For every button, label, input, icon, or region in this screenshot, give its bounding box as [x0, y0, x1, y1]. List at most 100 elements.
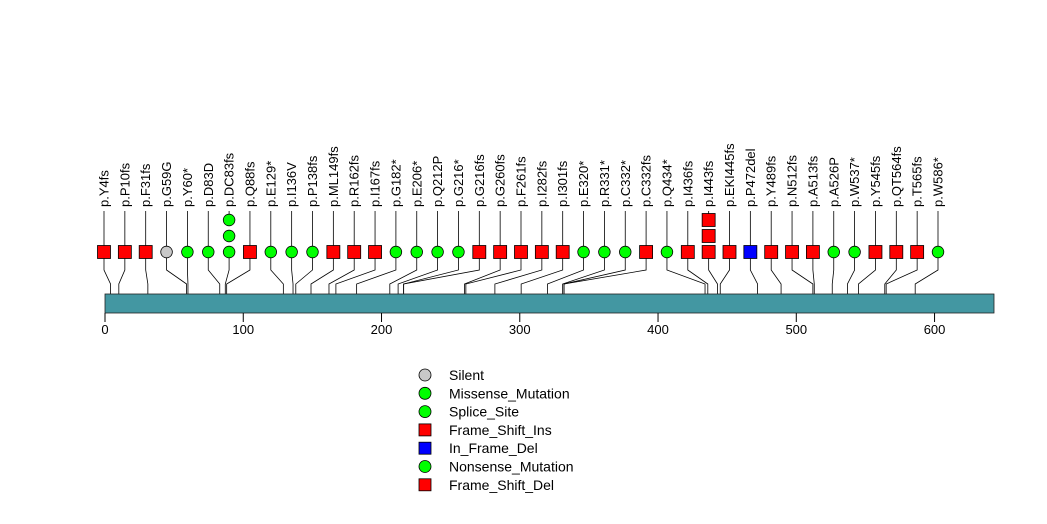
- mutation-label: p.P472del: [743, 148, 758, 207]
- mutation-marker-square: [701, 213, 716, 227]
- x-tick-label: 300: [509, 322, 531, 337]
- mutation-stem: [831, 252, 835, 294]
- mutation-marker-square: [97, 245, 111, 259]
- mutation-label: p.W537*: [847, 157, 862, 207]
- mutation-stem: [328, 252, 355, 294]
- mutation-stem: [295, 252, 313, 294]
- mutation-stem: [666, 252, 706, 294]
- mutation-marker-square: [117, 245, 132, 259]
- mutation-marker-square: [347, 245, 362, 259]
- mutation-stem: [562, 252, 605, 294]
- mutation-marker-square: [680, 245, 695, 259]
- x-axis: 0 100 200 300 400 500 600: [101, 313, 945, 337]
- mutation-stem: [847, 252, 855, 294]
- mutation-marker-circle: [264, 245, 278, 259]
- mutation-marker-square: [138, 245, 153, 259]
- mutation-marker-square: [722, 245, 737, 259]
- mutation-label: p.G216*: [451, 159, 466, 207]
- mutation-marker-circle: [848, 245, 861, 259]
- mutation-label: p.E129*: [263, 161, 278, 207]
- mutation-label: p.C332fs: [639, 154, 654, 207]
- mutation-stem: [291, 252, 294, 294]
- mutation-marker-square: [472, 245, 487, 259]
- mutation-marker-square: [534, 245, 549, 259]
- mutation-marker-square: [243, 245, 257, 259]
- mutation-marker-circle: [931, 245, 945, 259]
- mutation-label: p.Y545fs: [868, 155, 883, 207]
- mutation-label: p.I443fs: [701, 160, 716, 207]
- legend-swatch-circle: [418, 386, 432, 400]
- mutation-label: p.QT564fs: [889, 146, 904, 207]
- mutation-label: p.I167fs: [368, 160, 383, 207]
- mutation-stem: [914, 252, 939, 294]
- mutation-marker-circle: [306, 245, 319, 259]
- mutation-stem: [397, 252, 438, 294]
- legend-label: Nonsense_Mutation: [449, 459, 574, 475]
- mutation-stem: [858, 252, 876, 294]
- mutation-label: p.G260fs: [493, 154, 508, 207]
- mutation-label: p.E206*: [409, 161, 424, 207]
- legend-label: Missense_Mutation: [449, 385, 570, 401]
- mutation-marker-circle: [222, 229, 236, 243]
- x-tick-label: 100: [232, 322, 254, 337]
- mutation-marker-circle: [181, 245, 194, 259]
- mutation-label: p.ML149fs: [326, 146, 341, 207]
- mutation-marker-square: [806, 245, 820, 259]
- x-tick-label: 400: [647, 322, 669, 337]
- mutation-marker-square: [514, 245, 528, 259]
- mutation-marker-circle: [222, 213, 236, 227]
- mutation-label: p.Y60*: [180, 168, 195, 207]
- mutation-stem: [770, 252, 782, 294]
- mutation-marker-circle: [285, 245, 298, 259]
- mutation-stem: [103, 252, 111, 294]
- mutation-marker-square: [868, 245, 883, 259]
- mutation-stem: [520, 252, 564, 294]
- mutation-markers: [97, 213, 945, 259]
- mutation-marker-circle: [160, 245, 173, 259]
- mutation-label: p.Q88fs: [242, 161, 257, 207]
- mutation-stem: [687, 252, 709, 294]
- legend-swatch-square: [418, 478, 432, 492]
- mutation-marker-circle: [452, 245, 465, 259]
- mutation-stem: [403, 252, 459, 294]
- x-tick-label: 0: [101, 322, 108, 337]
- mutation-label: p.N512fs: [785, 154, 800, 207]
- mutation-label: p.P10fs: [117, 162, 132, 207]
- mutation-marker-square: [785, 245, 799, 259]
- mutation-marker-square: [639, 245, 653, 259]
- mutation-stem: [547, 252, 584, 294]
- mutation-stem: [719, 252, 730, 294]
- legend-swatch-circle: [418, 368, 432, 382]
- mutation-label: p.E320*: [576, 161, 591, 207]
- mutation-stem: [356, 252, 397, 294]
- mutation-stem: [791, 252, 814, 294]
- legend-label: In_Frame_Del: [449, 440, 538, 456]
- mutation-label: p.Y489fs: [764, 155, 779, 207]
- mutation-stem: [389, 252, 418, 294]
- mutation-label: p.A526P: [826, 157, 841, 207]
- legend-swatch-square: [418, 441, 432, 455]
- mutation-label: p.R162fs: [347, 154, 362, 207]
- mutation-label: p.F31fs: [138, 163, 153, 207]
- mutation-label: p.Q212P: [430, 156, 445, 207]
- x-tick-label: 600: [924, 322, 946, 337]
- mutation-marker-circle: [619, 245, 632, 259]
- mutation-label: p.W586*: [931, 157, 946, 207]
- mutation-stem: [187, 252, 189, 294]
- mutation-label: p.D83D: [201, 163, 216, 207]
- x-tick-label: 500: [785, 322, 807, 337]
- mutation-label: p.DC83fs: [222, 152, 237, 207]
- mutation-stem: [118, 252, 126, 294]
- x-tick-label: 200: [371, 322, 393, 337]
- mutation-label: p.I136V: [284, 162, 299, 207]
- mutation-stem: [708, 252, 718, 294]
- mutation-label: p.R331*: [597, 160, 612, 207]
- mutation-marker-circle: [222, 245, 236, 259]
- mutation-marker-square: [743, 245, 758, 259]
- mutation-stem: [465, 252, 522, 294]
- mutation-stems: [103, 211, 939, 294]
- legend: Silent Missense_Mutation Splice_Site Frame_…: [418, 367, 574, 493]
- mutation-stem: [270, 252, 284, 294]
- mutation-marker-circle: [410, 245, 423, 259]
- mutation-marker-circle: [598, 245, 611, 259]
